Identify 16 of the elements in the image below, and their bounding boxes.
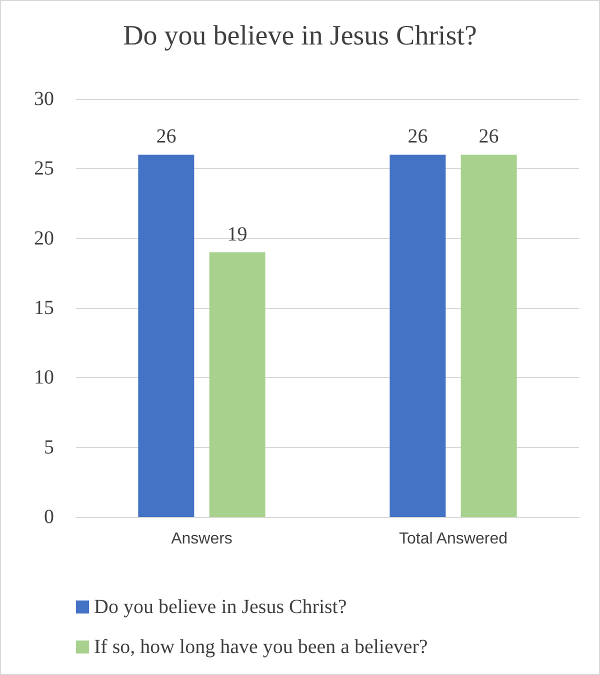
data-label: 26 bbox=[408, 126, 428, 148]
y-tick-label: 30 bbox=[34, 88, 54, 110]
data-label: 19 bbox=[227, 223, 248, 246]
legend-label: Do you believe in Jesus Christ? bbox=[94, 596, 347, 618]
data-label: 26 bbox=[156, 126, 176, 148]
legend-label: If so, how long have you been a believer? bbox=[94, 636, 428, 658]
y-tick-label: 5 bbox=[44, 436, 54, 458]
y-tick-label: 15 bbox=[34, 297, 54, 319]
y-tick-label: 0 bbox=[44, 506, 54, 528]
y-tick-label: 10 bbox=[34, 366, 54, 389]
y-tick-label: 20 bbox=[34, 227, 54, 250]
data-label: 26 bbox=[478, 126, 499, 148]
x-tick-label: Total Answered bbox=[398, 530, 508, 548]
y-tick-label: 25 bbox=[34, 158, 54, 180]
x-tick-label: Answers bbox=[171, 530, 232, 548]
chart-title: Do you believe in Jesus Christ? bbox=[123, 20, 477, 52]
